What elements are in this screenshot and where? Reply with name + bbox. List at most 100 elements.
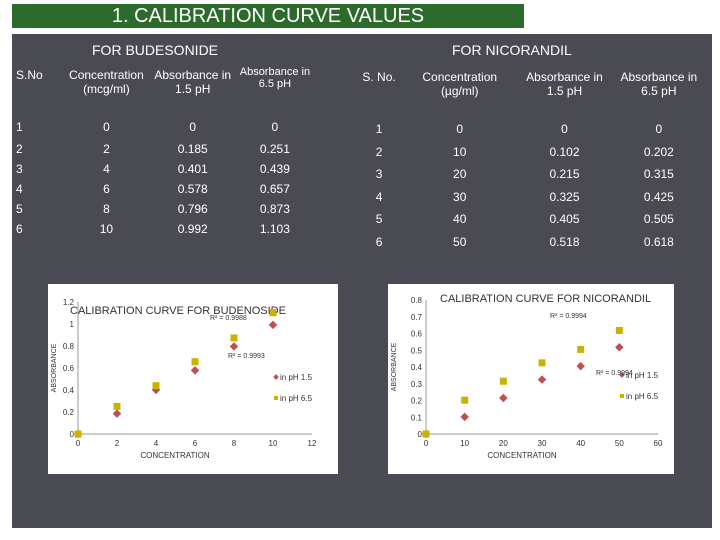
data-point-ph15 bbox=[268, 320, 278, 330]
table-cell: 6 bbox=[16, 222, 23, 236]
table-row: 5 8 0.796 0.873 bbox=[16, 202, 316, 222]
data-point-ph15 bbox=[229, 342, 239, 351]
table-cell: 1.103 bbox=[259, 222, 290, 236]
col-header: Absorbance in 1.5 pH bbox=[526, 70, 603, 98]
data-point-ph65 bbox=[269, 309, 277, 317]
y-axis-label: ABSORBANCE bbox=[51, 343, 58, 392]
table-cell: 0.796 bbox=[177, 202, 208, 216]
y-tick-label: 0.4 bbox=[411, 363, 423, 372]
y-tick-label: 0.8 bbox=[411, 296, 423, 305]
table-cell: 30 bbox=[453, 189, 467, 204]
table-row: 3 4 0.401 0.439 bbox=[16, 162, 316, 182]
y-tick-label: 0.1 bbox=[411, 413, 423, 422]
x-tick-label: 20 bbox=[499, 439, 508, 448]
table-cell: 5 bbox=[16, 202, 23, 216]
r-squared-label: R² = 0.9994 bbox=[596, 370, 633, 377]
y-tick-label: 0 bbox=[70, 430, 75, 439]
table-row: 2 10 0.102 0.202 bbox=[356, 145, 706, 168]
x-tick-label: 2 bbox=[115, 439, 120, 448]
table-cell: 0.425 bbox=[643, 189, 674, 204]
y-tick-label: 0.4 bbox=[63, 386, 75, 395]
legend-marker bbox=[619, 372, 625, 378]
nicorandil-chart-svg: 0 10 20 30 40 50 60 0 0.1 0.2 0.3 0.4 0.5 0.6 0.7 0.8 CO… bbox=[391, 293, 663, 460]
budesonide-chart-svg: 0 2 4 6 8 10 12 0 0.2 0.4 0.6 0.8 1 1.2 CONCENTRATION A… bbox=[51, 298, 317, 460]
y-tick-label: 0 bbox=[418, 430, 423, 439]
table-row: 3 20 0.215 0.315 bbox=[356, 167, 706, 190]
x-tick-label: 8 bbox=[232, 439, 237, 448]
data-point-ph65 bbox=[422, 430, 430, 438]
data-point-ph65 bbox=[191, 358, 199, 366]
col-header: Absorbance in 6.5 pH bbox=[239, 66, 311, 90]
table-cell: 0.618 bbox=[643, 234, 674, 249]
table-cell: 1 bbox=[16, 120, 23, 134]
table-cell: 20 bbox=[453, 167, 467, 181]
table-cell: 0.185 bbox=[177, 142, 208, 156]
x-tick-label: 4 bbox=[154, 439, 159, 448]
x-axis-label: CONCENTRATION bbox=[140, 451, 209, 460]
table-row: 1 0 0 0 bbox=[16, 120, 316, 142]
y-tick-label: 0.2 bbox=[411, 397, 423, 406]
table-row: 5 40 0.405 0.505 bbox=[356, 212, 706, 235]
table-cell: 0 bbox=[103, 120, 110, 134]
data-point-ph65 bbox=[538, 359, 546, 367]
table-row: 4 30 0.325 0.425 bbox=[356, 190, 706, 213]
y-tick-label: 0.8 bbox=[63, 342, 75, 351]
table-cell: 0.251 bbox=[259, 142, 290, 156]
r-squared-label: R² = 0.9988 bbox=[210, 315, 247, 322]
table-cell: 2 bbox=[375, 144, 383, 159]
table-cell: 40 bbox=[453, 212, 467, 226]
legend-label: in pH 6.5 bbox=[626, 392, 659, 401]
data-point-ph65 bbox=[113, 402, 121, 410]
nicorandil-chart: 0 10 20 30 40 50 60 0 0.1 0.2 0.3 0.4 0.5 0.6 0.7 0.8 CO… bbox=[388, 284, 674, 474]
legend-marker bbox=[273, 374, 279, 380]
y-tick-label: 1 bbox=[70, 320, 75, 329]
table-cell: 3 bbox=[375, 167, 383, 181]
table-cell: 0.325 bbox=[549, 189, 580, 204]
table-row: 1 0 0 0 bbox=[356, 122, 706, 145]
legend-label: in pH 6.5 bbox=[280, 394, 313, 403]
table-cell: 10 bbox=[99, 222, 114, 236]
data-point-ph65 bbox=[461, 396, 469, 404]
col-header: S.No bbox=[16, 68, 43, 82]
table-cell: 0.578 bbox=[177, 182, 208, 196]
col-header: S. No. bbox=[362, 70, 396, 84]
nicorandil-table: S. No. Concentration (µg/ml) Absorbance … bbox=[356, 70, 706, 257]
x-tick-label: 60 bbox=[654, 439, 663, 448]
legend-label: in pH 1.5 bbox=[626, 371, 659, 380]
col-header: Concentration (mcg/ml) bbox=[69, 68, 144, 96]
y-tick-label: 0.7 bbox=[411, 313, 423, 322]
data-point-ph65 bbox=[230, 334, 238, 342]
table-cell: 0.215 bbox=[549, 167, 580, 181]
x-tick-label: 0 bbox=[76, 439, 81, 448]
table-row: 6 10 0.992 1.103 bbox=[16, 222, 316, 242]
data-point-ph65 bbox=[577, 345, 585, 353]
table-cell: 5 bbox=[375, 212, 383, 226]
legend-label: in pH 1.5 bbox=[280, 373, 313, 382]
table-cell: 0.401 bbox=[177, 162, 208, 176]
budesonide-heading: FOR BUDESONIDE bbox=[92, 42, 219, 58]
table-cell: 0.518 bbox=[549, 234, 580, 249]
table-cell: 4 bbox=[375, 189, 383, 204]
table-cell: 3 bbox=[16, 162, 23, 176]
budesonide-table: S.No Concentration (mcg/ml) Absorbance i… bbox=[16, 62, 316, 242]
y-tick-label: 0.3 bbox=[411, 380, 423, 389]
table-cell: 6 bbox=[375, 234, 383, 249]
legend-marker bbox=[274, 396, 278, 400]
budesonide-chart: 0 2 4 6 8 10 12 0 0.2 0.4 0.6 0.8 1 1.2 CONCENTRATION A… bbox=[48, 284, 338, 474]
data-point-ph65 bbox=[74, 430, 82, 438]
table-cell: 0.657 bbox=[259, 182, 290, 196]
table-cell: 0.315 bbox=[643, 167, 674, 181]
data-point-ph65 bbox=[152, 382, 160, 390]
table-row: 4 6 0.578 0.657 bbox=[16, 182, 316, 202]
data-point-ph15 bbox=[537, 375, 547, 384]
data-point-ph15 bbox=[190, 366, 200, 375]
table-cell: 4 bbox=[16, 182, 23, 196]
data-point-ph15 bbox=[499, 393, 508, 403]
table-cell: 2 bbox=[16, 142, 23, 156]
r-squared-label: R² = 0.9994 bbox=[550, 313, 587, 320]
y-tick-label: 1.2 bbox=[63, 298, 75, 307]
table-cell: 4 bbox=[103, 162, 110, 176]
table-cell: 0.439 bbox=[259, 162, 290, 176]
x-tick-label: 50 bbox=[615, 439, 624, 448]
table-cell: 50 bbox=[453, 234, 467, 249]
